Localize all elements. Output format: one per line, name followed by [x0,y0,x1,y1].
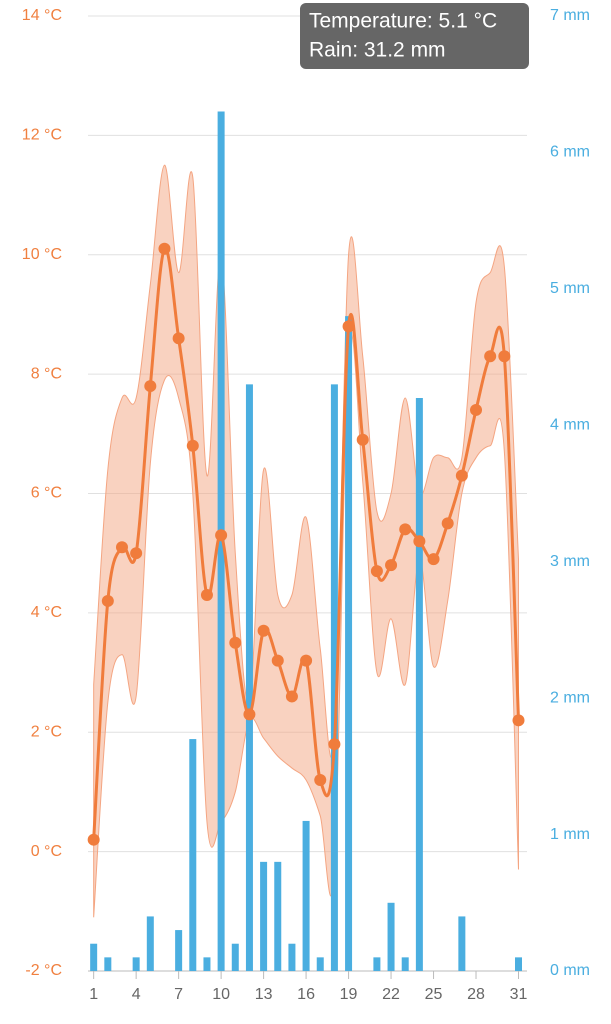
temperature-point [300,654,313,667]
x-tick-label: 25 [425,986,443,1003]
x-tick-label: 7 [174,986,183,1003]
temperature-point [200,588,213,601]
temperature-point [172,332,185,345]
temperature-point [186,439,199,452]
temperature-point [285,690,298,703]
temperature-point [356,433,369,446]
x-tick-label: 4 [132,986,141,1003]
y2-tick-label: 1 mm [550,826,590,843]
rain-bar [231,943,239,971]
tooltip-rain: Rain: 31.2 mm [309,39,446,62]
rain-bar [458,916,466,971]
y2-tick-label: 3 mm [550,553,590,570]
y-tick-label: 12 °C [22,127,62,144]
x-tick-label: 31 [510,986,528,1003]
temperature-point [498,350,511,363]
temperature-point [257,624,270,637]
temperature-point [328,738,341,751]
temperature-point [87,833,100,846]
y2-tick-label: 2 mm [550,689,590,706]
x-tick-label: 19 [340,986,358,1003]
y2-tick-label: 6 mm [550,144,590,161]
tooltip: Temperature: 5.1 °C Rain: 31.2 mm [300,3,529,69]
temperature-point [512,714,525,727]
rain-bar [90,943,98,971]
temperature-point [399,523,412,536]
rain-bar [189,739,197,971]
temperature-point [342,320,355,333]
rain-bar [260,861,268,971]
rain-bar [387,902,395,971]
y-tick-label: 10 °C [22,246,62,263]
rain-bar [274,861,282,971]
temperature-point [215,529,228,542]
temperature-point [243,708,256,721]
temperature-point [271,654,284,667]
y2-tick-label: 7 mm [550,7,590,24]
temperature-point [427,553,440,566]
rain-bar [401,957,409,971]
y2-tick-label: 0 mm [550,962,590,979]
temperature-point [144,380,157,393]
temperature-point [385,559,398,572]
y-tick-label: 8 °C [31,365,62,382]
x-tick-label: 28 [467,986,485,1003]
temperature-point [158,242,171,255]
rain-bar [373,957,381,971]
y-tick-label: 0 °C [31,843,62,860]
y-tick-label: 4 °C [31,604,62,621]
temperature-point [413,535,426,548]
temperature-point [101,594,114,607]
y-tick-label: 6 °C [31,485,62,502]
temperature-point [470,403,483,416]
rain-bar [288,943,296,971]
x-tick-label: 16 [297,986,315,1003]
rain-bar [245,384,253,971]
y2-tick-label: 4 mm [550,417,590,434]
y-tick-label: 14 °C [22,7,62,24]
y2-tick-label: 5 mm [550,280,590,297]
rain-bar [515,957,523,971]
rain-bar [345,316,353,972]
temperature-point [455,469,468,482]
temperature-point [370,565,383,578]
temperature-point [130,547,143,560]
tooltip-box [300,3,529,69]
temperature-point [484,350,497,363]
rain-bar [316,957,324,971]
rain-bar [302,820,310,971]
temperature-point [229,636,242,649]
temperature-point [115,541,128,554]
rain-bar [203,957,211,971]
x-tick-label: 22 [382,986,400,1003]
temperature-line [92,246,521,840]
y-tick-label: -2 °C [25,962,62,979]
rain-bar [146,916,154,971]
temperature-point [441,517,454,530]
x-tick-label: 13 [255,986,273,1003]
temperature-point [314,774,327,786]
y-tick-label: 2 °C [31,723,62,740]
x-tick-label: 1 [89,986,98,1003]
x-tick-label: 10 [212,986,230,1003]
rain-bar [415,398,423,971]
tooltip-temperature: Temperature: 5.1 °C [309,10,497,33]
temperature-range [93,164,520,918]
rain-bar [132,957,140,971]
rain-bar [104,957,112,971]
rain-bar [330,384,338,971]
rain-bar [175,930,183,971]
